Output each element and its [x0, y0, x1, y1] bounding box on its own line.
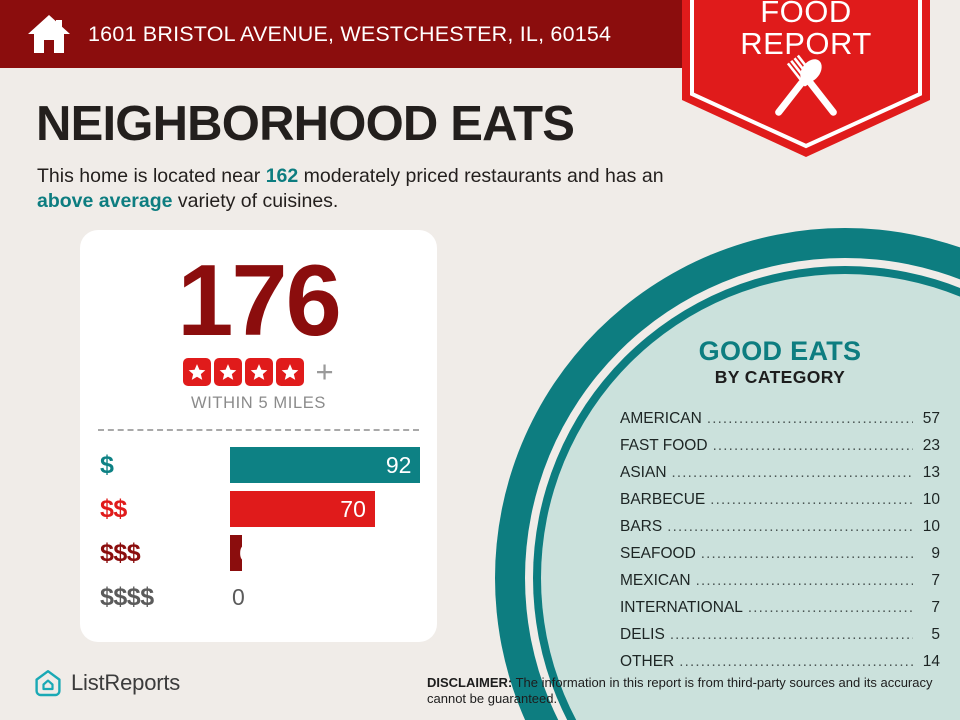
bar-fill: 92	[230, 447, 421, 483]
list-item: AMERICAN................................…	[620, 405, 940, 432]
radius-caption: WITHIN 5 MILES	[191, 394, 326, 412]
category-count: 14	[922, 653, 940, 670]
subtitle-text-3: variety of cuisines.	[172, 190, 339, 212]
star-icon	[183, 358, 212, 386]
subtitle-count-highlight: 162	[265, 165, 299, 187]
bar-value: 0	[232, 584, 245, 610]
page-subtitle: This home is located near 162 moderately…	[37, 164, 677, 214]
leader-dots: ........................................…	[710, 491, 913, 508]
good-eats-panel: GOOD EATS BY CATEGORY AMERICAN..........…	[620, 336, 940, 675]
leader-dots: ........................................…	[706, 410, 913, 427]
bar-value: 70	[340, 495, 366, 522]
category-label: BARBECUE	[620, 491, 706, 508]
price-tier-label: $	[100, 450, 114, 479]
spoon-fork-icon	[775, 54, 837, 116]
subtitle-rating-highlight: above average	[37, 190, 173, 212]
price-tier-label: $$$$	[100, 582, 154, 611]
table-row: $$ 70	[80, 487, 437, 531]
good-eats-list: AMERICAN................................…	[620, 405, 940, 675]
card-divider	[98, 429, 419, 431]
listreports-logo-text: ListReports	[71, 670, 181, 695]
list-item: SEAFOOD.................................…	[620, 540, 940, 567]
price-tier-label: $$$	[100, 538, 141, 567]
category-count: 5	[931, 626, 940, 643]
leader-dots: ........................................…	[669, 626, 913, 643]
category-count: 13	[922, 464, 940, 481]
bar-track: 6	[230, 535, 437, 571]
list-item: DELIS...................................…	[620, 621, 940, 648]
leader-dots: ........................................…	[667, 518, 913, 535]
listreports-house-logo-icon	[33, 668, 63, 698]
category-label: OTHER	[620, 653, 675, 670]
price-tier-label: $$	[100, 494, 127, 523]
table-row: $$$$ 0	[80, 575, 437, 619]
leader-dots: ........................................…	[695, 572, 913, 589]
plus-icon: +	[315, 354, 334, 389]
disclaimer-label: DISCLAIMER:	[427, 675, 513, 690]
list-item: BARS....................................…	[620, 513, 940, 540]
star-icon	[276, 358, 305, 386]
bar-track: 0	[230, 579, 437, 615]
category-label: ASIAN	[620, 464, 667, 481]
category-count: 9	[931, 545, 940, 562]
leader-dots: ........................................…	[671, 464, 913, 481]
home-icon	[26, 11, 72, 57]
list-item: ASIAN...................................…	[620, 459, 940, 486]
bar-value: 6	[239, 539, 252, 566]
category-label: MEXICAN	[620, 572, 691, 589]
good-eats-subtitle: BY CATEGORY	[714, 367, 846, 387]
food-report-badge: FOOD REPORT	[682, 0, 930, 157]
bar-track: 70	[230, 491, 437, 527]
good-eats-title: GOOD EATS	[698, 336, 862, 366]
star-icon	[214, 358, 243, 386]
table-row: $ 92	[80, 443, 437, 487]
bar-track: 92	[230, 447, 437, 483]
category-label: FAST FOOD	[620, 437, 708, 454]
category-label: BARS	[620, 518, 663, 535]
subtitle-text-2: moderately priced restaurants and has an	[298, 165, 664, 187]
category-count: 7	[931, 599, 940, 616]
leader-dots: ........................................…	[700, 545, 913, 562]
restaurant-stat-card: 176 + WITHIN 5 MILES $ 92	[80, 230, 437, 642]
header-address: 1601 BRISTOL AVENUE, WESTCHESTER, IL, 60…	[88, 21, 612, 46]
bar-value: 92	[385, 451, 412, 478]
listreports-logo[interactable]: ListReports	[33, 668, 180, 698]
rating-stars: +	[80, 354, 437, 389]
category-count: 7	[931, 572, 940, 589]
subtitle-text-1: This home is located near	[37, 165, 266, 187]
category-label: DELIS	[620, 626, 665, 643]
leader-dots: ........................................…	[747, 599, 913, 616]
category-count: 10	[922, 491, 940, 508]
page-title: NEIGHBORHOOD EATS	[36, 97, 575, 151]
category-label: INTERNATIONAL	[620, 599, 743, 616]
list-item: FAST FOOD...............................…	[620, 432, 940, 459]
category-count: 57	[922, 410, 940, 427]
list-item: MEXICAN.................................…	[620, 567, 940, 594]
leader-dots: ........................................…	[679, 653, 913, 670]
disclaimer-text: The information in this report is from t…	[427, 675, 933, 706]
leader-dots: ........................................…	[712, 437, 913, 454]
category-count: 23	[922, 437, 940, 454]
category-label: AMERICAN	[620, 410, 702, 427]
list-item: OTHER...................................…	[620, 648, 940, 675]
disclaimer: DISCLAIMER: The information in this repo…	[427, 675, 937, 707]
bar-fill: 6	[230, 535, 252, 571]
list-item: BARBECUE................................…	[620, 486, 940, 513]
category-label: SEAFOOD	[620, 545, 696, 562]
price-tier-bar-chart: $ 92 $$ 70 $$$ 6	[80, 443, 437, 619]
star-icon	[245, 358, 274, 386]
restaurant-count: 176	[177, 245, 342, 357]
header-bar: 1601 BRISTOL AVENUE, WESTCHESTER, IL, 60…	[0, 0, 690, 68]
category-count: 10	[922, 518, 940, 535]
list-item: INTERNATIONAL...........................…	[620, 594, 940, 621]
table-row: $$$ 6	[80, 531, 437, 575]
bar-fill: 70	[230, 491, 375, 527]
